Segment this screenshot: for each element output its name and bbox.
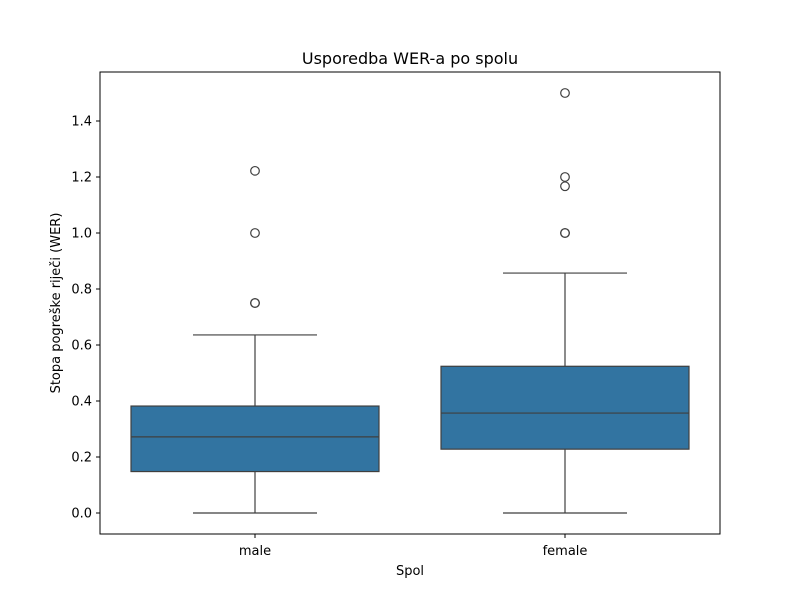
outlier-point — [250, 165, 260, 176]
plot-area: 0.0 0.2 0.4 0.6 0.8 1.0 1.2 1.4 male female — [71, 88, 690, 559]
y-tick-label: 0.4 — [71, 395, 92, 410]
y-tick-label: 0.2 — [71, 451, 92, 466]
outlier-point — [560, 172, 570, 182]
y-tick-label: 0.8 — [71, 283, 92, 298]
outlier-point — [560, 228, 570, 238]
x-axis-label: Spol — [396, 564, 424, 579]
outlier-point — [560, 181, 570, 192]
box-female — [440, 365, 690, 450]
axes-frame — [99, 71, 721, 535]
y-axis-label: Stopa pogreške riječi (WER) — [49, 213, 64, 394]
y-tick-label: 0.6 — [71, 339, 92, 354]
outlier-point — [250, 298, 260, 308]
chart-title: Usporedba WER-a po spolu — [302, 49, 518, 68]
y-tick-label: 1.4 — [71, 115, 92, 130]
outlier-point — [560, 88, 570, 98]
outlier-point — [250, 228, 260, 238]
y-tick-label: 0.0 — [71, 507, 92, 522]
box-male — [130, 405, 380, 473]
y-tick-label: 1.0 — [71, 227, 92, 242]
y-tick-label: 1.2 — [71, 171, 92, 186]
x-tick-label: male — [239, 544, 271, 559]
x-tick-label: female — [543, 544, 588, 559]
